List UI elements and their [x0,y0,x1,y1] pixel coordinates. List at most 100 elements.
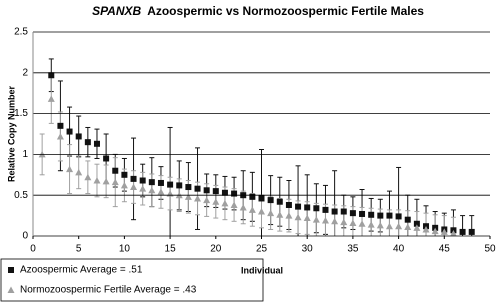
point [459,228,466,235]
point [359,210,366,217]
point [303,214,311,222]
point [56,132,64,140]
point [57,122,64,129]
point [194,194,202,202]
point [212,198,220,205]
point [386,212,393,219]
point [139,177,146,184]
point [203,187,210,194]
point [248,206,256,213]
point [84,139,91,146]
point [212,188,219,195]
point [368,211,375,218]
point [267,209,275,217]
point [84,173,92,181]
point [148,179,155,186]
point [221,189,228,196]
x-tick-label: 45 [439,244,451,255]
chart-title: SPANXB Azoospermic vs Normozoospermic Fer… [92,4,424,18]
point [295,203,302,210]
point [395,222,403,230]
point [258,208,265,215]
y-tick-label: 1 [22,149,28,160]
point [148,186,156,194]
plot-area [38,58,475,236]
point [285,212,293,219]
point [440,228,448,235]
point [385,222,393,230]
point [367,221,375,228]
point [120,181,128,189]
point [304,204,311,211]
y-tick-label: 2.5 [14,27,28,38]
legend-marker [7,286,15,293]
point [203,196,211,204]
point [340,208,347,215]
point [431,227,439,235]
y-tick-label: 2 [22,67,28,78]
y-axis-title: Relative Copy Number [6,85,16,182]
point [258,195,265,202]
point [331,208,338,215]
point [102,177,110,185]
point [422,225,430,233]
point [231,190,238,197]
point [322,206,329,213]
x-tick-label: 30 [302,244,314,255]
x-tick-label: 15 [165,244,177,255]
point [267,197,274,204]
point [349,219,357,226]
point [130,183,138,191]
point [376,221,384,229]
point [312,216,320,223]
point [75,168,83,176]
point [239,203,247,211]
point [167,181,174,188]
point [413,220,420,227]
legend-marker [8,267,14,273]
point [185,184,192,191]
point [130,175,137,182]
point [413,224,421,231]
point [450,230,457,236]
y-tick-label: 0.5 [14,190,28,201]
point [194,185,201,192]
x-tick-label: 20 [210,244,222,255]
point [276,198,283,205]
point [321,216,329,224]
point [404,216,411,223]
x-axis-title: Individual [241,265,283,275]
point [75,133,82,140]
point [340,218,348,226]
point [377,212,384,219]
x-tick-label: 50 [484,244,496,255]
point [176,182,183,189]
x-tick-label: 10 [119,244,131,255]
point [157,188,165,195]
x-tick-label: 35 [347,244,359,255]
point [249,193,256,200]
point [230,201,238,208]
title-text: Azoospermic vs Normozoospermic Fertile M… [147,4,424,18]
point [184,193,192,200]
legend-label: Azoospermic Average = .51 [20,265,143,276]
point [349,210,356,217]
point [121,171,128,178]
point [112,167,119,174]
legend-box [0,258,264,302]
point [157,179,164,186]
point [276,211,284,218]
y-tick-label: 1.5 [14,108,28,119]
point [404,223,412,231]
point [313,205,320,212]
point [139,185,147,192]
point [331,217,339,225]
point [93,177,101,184]
point [47,95,55,102]
point [285,201,292,208]
point [221,199,229,207]
point [358,220,366,227]
x-tick-label: 40 [393,244,405,255]
